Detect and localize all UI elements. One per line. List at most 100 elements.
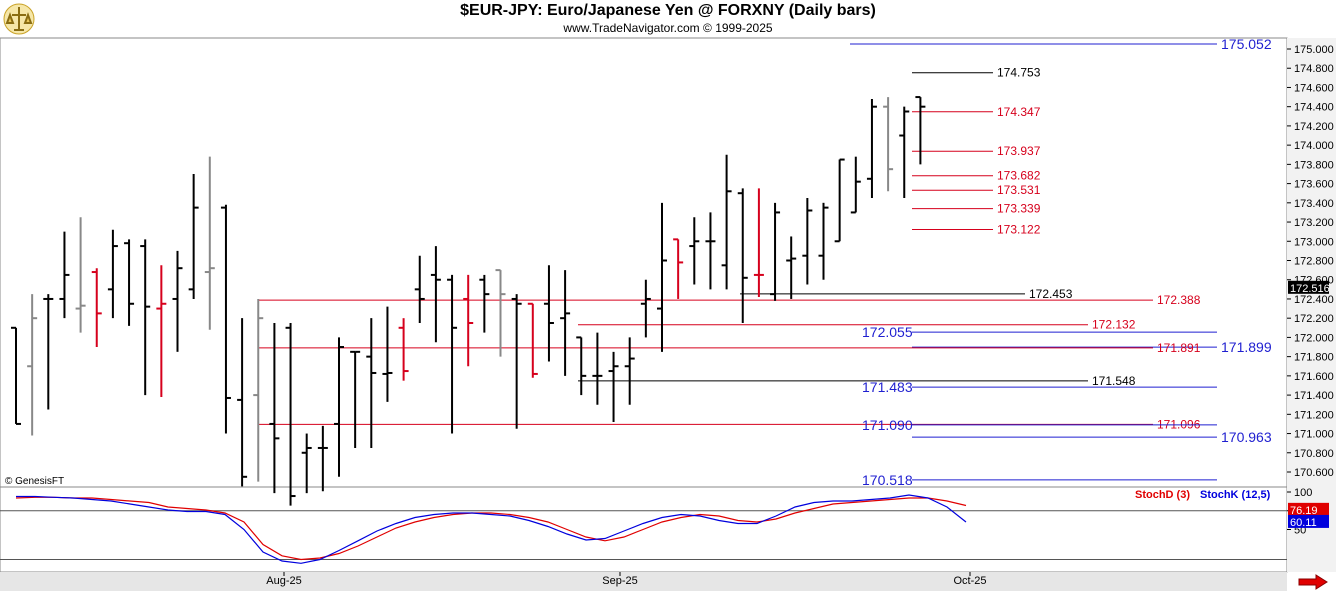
stochk-line <box>16 494 967 564</box>
level-label: 171.548 <box>1092 374 1136 388</box>
ohlc-bar <box>560 270 571 376</box>
ohlc-bar <box>543 265 554 362</box>
ohlc-bar <box>786 236 797 299</box>
ohlc-bar <box>737 188 748 323</box>
price-axis-label: 173.800 <box>1294 159 1334 171</box>
ohlc-bar <box>301 433 312 494</box>
ohlc-bar <box>883 97 894 192</box>
price-axis-label: 175.000 <box>1294 44 1334 56</box>
ohlc-bar <box>866 98 877 199</box>
ohlc-bar <box>366 318 377 448</box>
level-label: 174.753 <box>997 66 1041 80</box>
level-label: 171.899 <box>1221 339 1272 355</box>
stochd-legend: StochD (3) <box>1135 489 1190 501</box>
level-label: 171.891 <box>1157 341 1201 355</box>
stochd-line <box>15 496 967 561</box>
date-axis-label: Aug-25 <box>266 575 301 587</box>
ohlc-bar <box>527 302 538 378</box>
ohlc-bar <box>430 246 441 343</box>
last-price-label: 172.516 <box>1290 283 1330 295</box>
price-axis-label: 172.200 <box>1294 313 1334 325</box>
ohlc-bar <box>398 318 409 381</box>
ohlc-bar <box>350 350 361 448</box>
price-axis-label: 172.800 <box>1294 256 1334 268</box>
level-label: 171.096 <box>1157 417 1201 431</box>
ohlc-bar <box>172 250 183 352</box>
price-axis-label: 170.600 <box>1294 467 1334 479</box>
ohlc-bar <box>124 239 135 326</box>
ohlc-bar <box>850 156 861 214</box>
osc-axis-label: 100 <box>1294 487 1312 499</box>
ohlc-bar <box>59 231 70 319</box>
ohlc-bar <box>285 322 296 506</box>
ohlc-bar <box>334 337 344 477</box>
ohlc-bar <box>269 322 280 494</box>
level-label: 170.518 <box>862 472 913 488</box>
stochd-value-badge <box>1288 502 1329 516</box>
ohlc-bar <box>802 198 813 285</box>
price-axis-label: 173.600 <box>1294 179 1334 191</box>
price-axis-label: 171.400 <box>1294 390 1334 402</box>
date-axis-label: Oct-25 <box>953 575 986 587</box>
price-axis-label: 171.200 <box>1294 409 1334 421</box>
ohlc-bar <box>220 204 231 434</box>
level-label: 173.339 <box>997 202 1041 216</box>
trade-navigator-logo-icon <box>3 3 35 35</box>
ohlc-bar <box>673 238 684 299</box>
ohlc-bar <box>204 156 215 330</box>
ohlc-bar <box>721 154 732 290</box>
ohlc-bar <box>657 202 667 352</box>
price-axis-label: 171.000 <box>1294 429 1334 441</box>
ohlc-bar <box>834 158 845 243</box>
ohlc-bar <box>770 202 781 301</box>
price-panel <box>0 37 1288 488</box>
level-label: 174.347 <box>997 105 1041 119</box>
ohlc-bar <box>140 239 151 396</box>
ohlc-bar <box>237 318 248 487</box>
ohlc-bar <box>107 229 118 319</box>
price-axis-label: 172.400 <box>1294 294 1334 306</box>
stochd-value-label: 76.19 <box>1290 505 1318 517</box>
price-axis-label: 174.200 <box>1294 121 1334 133</box>
price-axis-label: 170.800 <box>1294 448 1334 460</box>
ohlc-bar <box>608 351 619 423</box>
price-axis-label: 173.000 <box>1294 236 1334 248</box>
ohlc-bar <box>576 336 587 396</box>
ohlc-bar <box>188 173 199 299</box>
level-label: 170.963 <box>1221 429 1272 445</box>
price-axis-label: 174.000 <box>1294 140 1334 152</box>
ohlc-bar <box>447 274 458 434</box>
chart-header: $EUR-JPY: Euro/Japanese Yen @ FORXNY (Da… <box>0 0 1336 38</box>
price-axis-panel <box>1287 38 1336 572</box>
price-axis-label: 174.400 <box>1294 102 1334 114</box>
ohlc-bar <box>463 274 474 367</box>
level-label: 172.388 <box>1157 293 1201 307</box>
level-label: 172.132 <box>1092 318 1136 332</box>
ohlc-bar <box>495 269 506 357</box>
last-price-badge <box>1288 280 1329 294</box>
ohlc-bar <box>705 212 716 290</box>
ohlc-bar <box>818 202 829 280</box>
stochk-legend: StochK (12,5) <box>1200 489 1271 501</box>
ohlc-bar <box>156 265 167 398</box>
scroll-right-arrow-icon[interactable] <box>1298 574 1328 590</box>
ohlc-bar <box>689 217 700 285</box>
ohlc-bar <box>753 188 764 298</box>
level-label: 171.483 <box>862 379 913 395</box>
ohlc-bar <box>75 217 86 333</box>
ohlc-bar <box>43 294 54 410</box>
level-label: 173.531 <box>997 183 1041 197</box>
ohlc-bar <box>640 279 651 338</box>
chart-subtitle: www.TradeNavigator.com © 1999-2025 <box>563 21 773 35</box>
ohlc-bar <box>479 274 490 333</box>
level-label: 175.052 <box>1221 36 1272 52</box>
ohlc-bar <box>27 294 38 436</box>
level-label: 172.055 <box>862 324 913 340</box>
ohlc-bar <box>11 326 21 425</box>
price-axis-label: 171.600 <box>1294 371 1334 383</box>
ohlc-bar <box>382 306 393 402</box>
ohlc-bar <box>899 106 910 199</box>
ohlc-bar <box>915 96 926 165</box>
price-axis-label: 174.800 <box>1294 63 1334 75</box>
